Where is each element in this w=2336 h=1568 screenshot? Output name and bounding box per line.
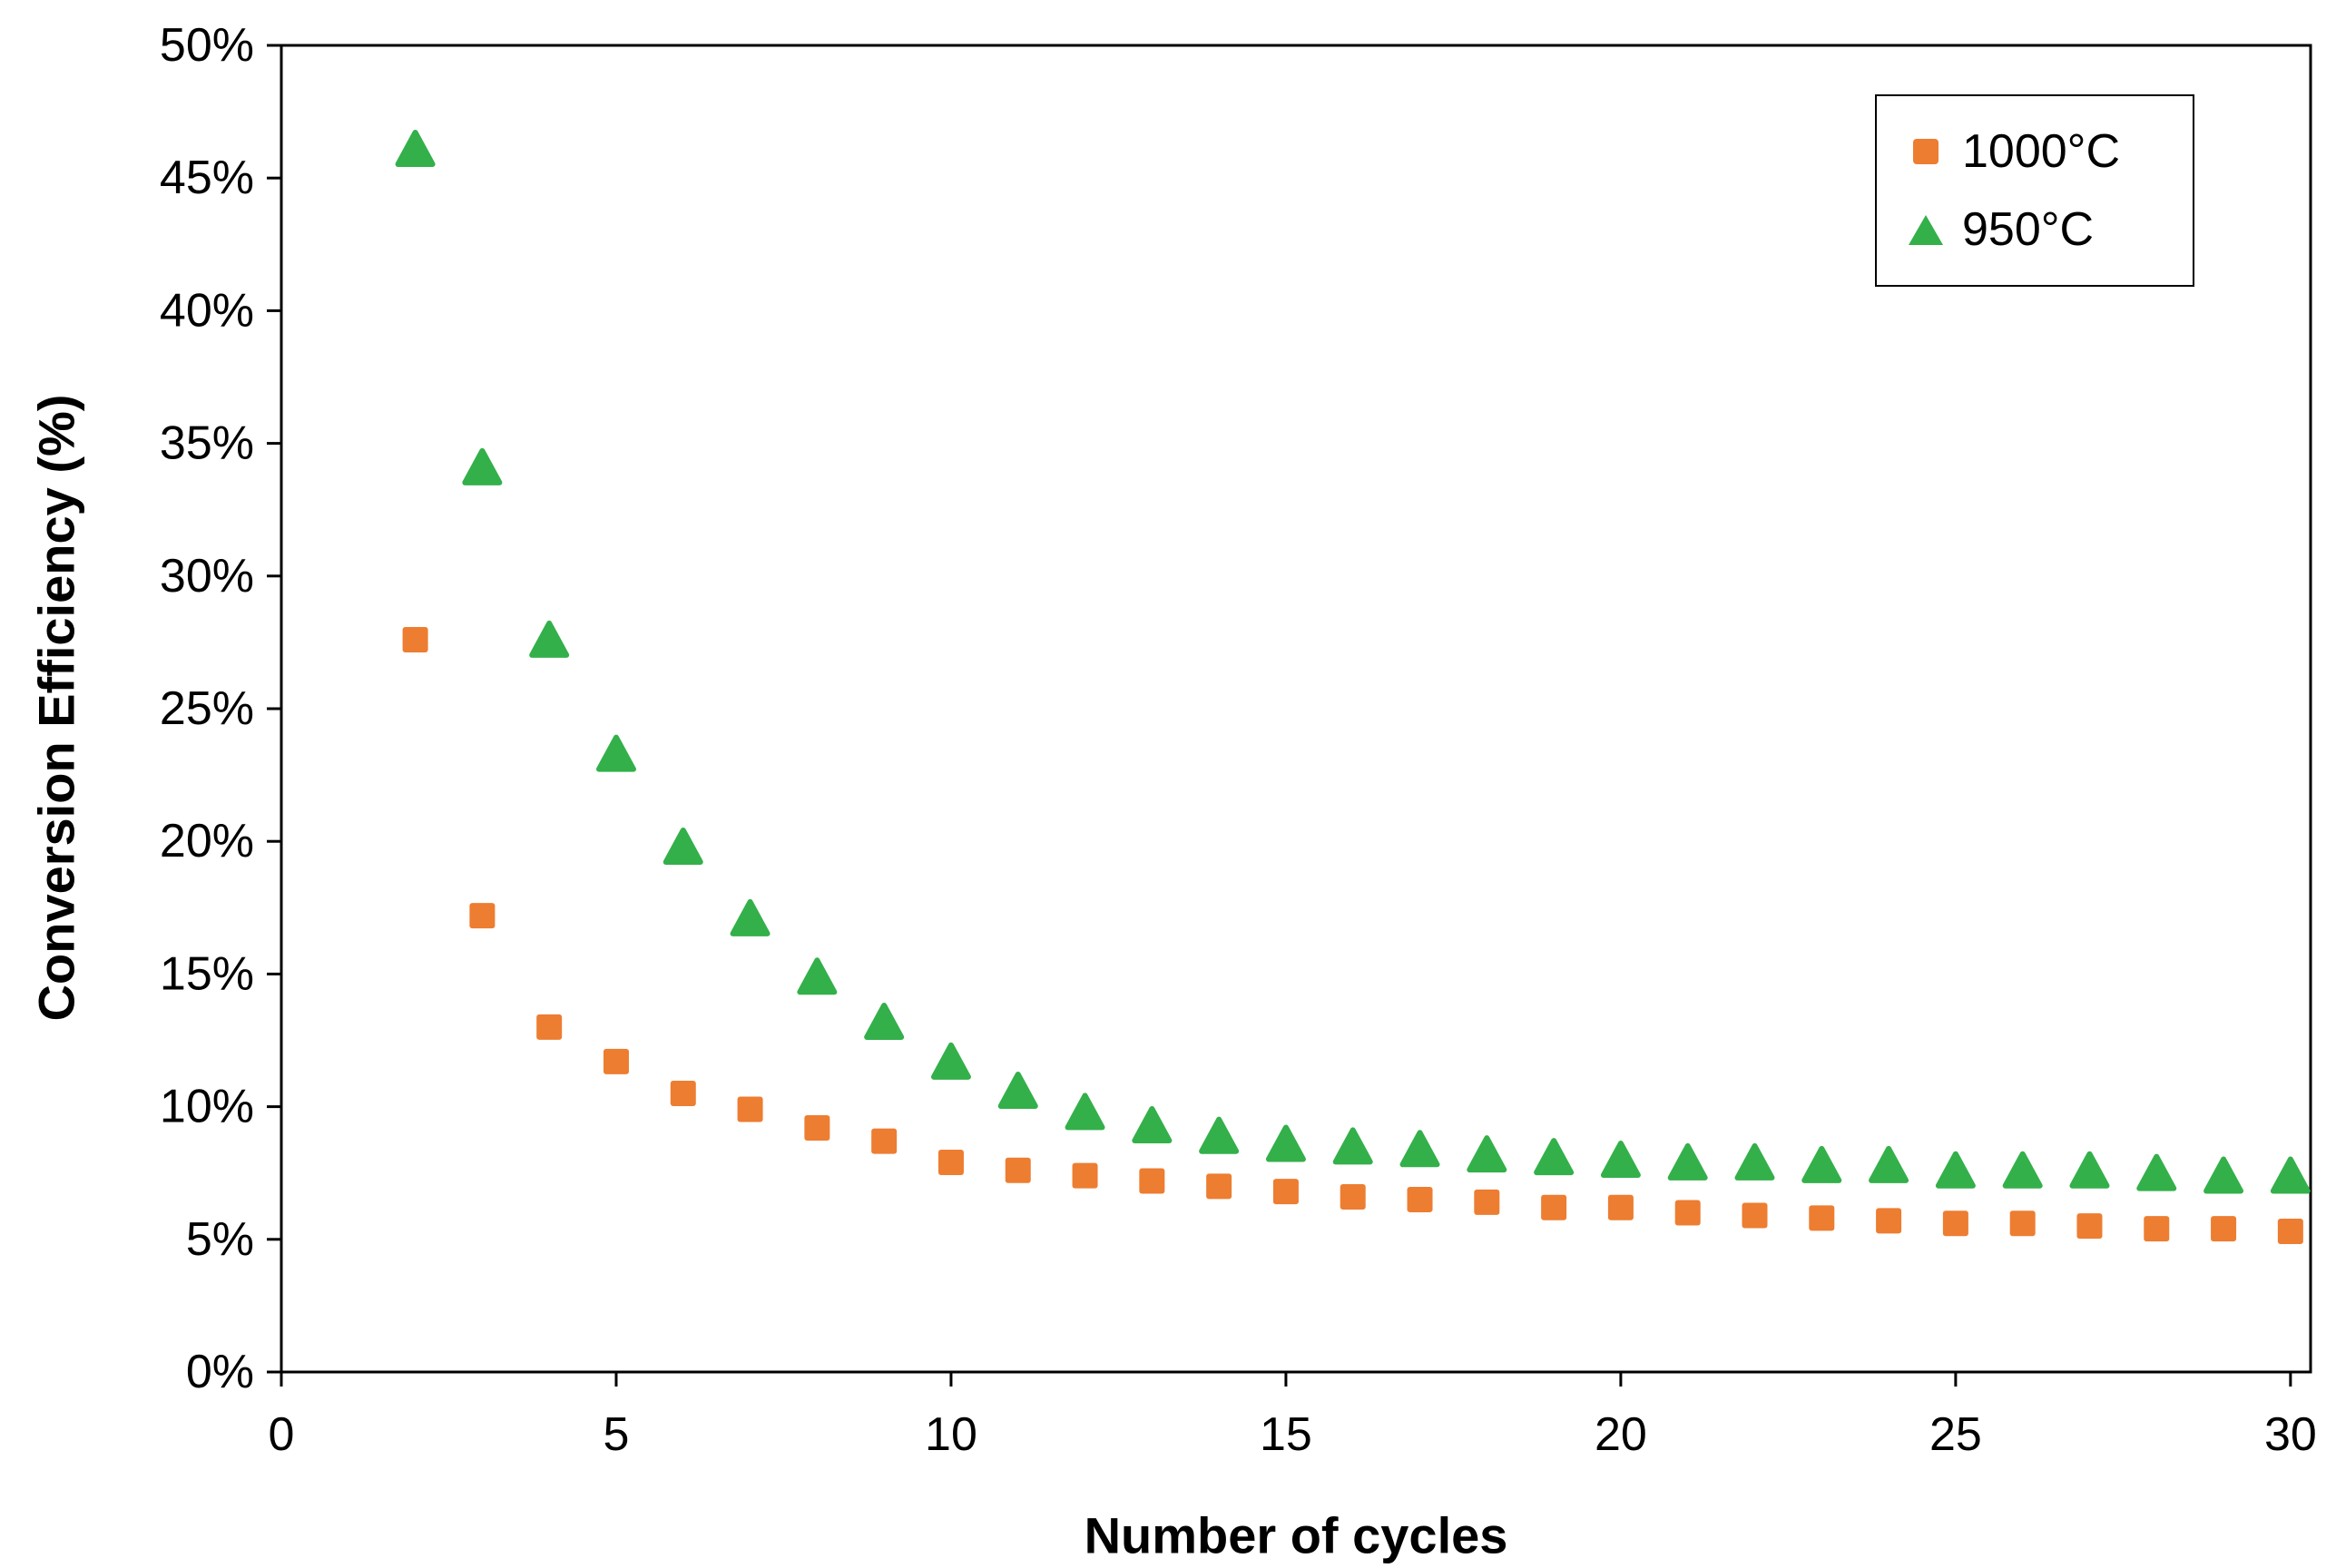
data-point <box>730 898 770 936</box>
data-point <box>937 1150 964 1176</box>
data-point <box>1340 1184 1366 1210</box>
data-point <box>737 1096 763 1122</box>
data-point <box>469 903 496 929</box>
data-point <box>1072 1162 1098 1189</box>
data-point <box>395 129 436 167</box>
data-point <box>1734 1142 1775 1181</box>
x-tick-label: 30 <box>2264 1408 2317 1461</box>
data-point <box>1467 1135 1507 1173</box>
data-point <box>1407 1186 1433 1212</box>
data-point <box>1005 1157 1031 1183</box>
legend: 1000°C 950°C <box>1875 94 2194 287</box>
data-point <box>804 1114 830 1141</box>
data-point <box>2211 1216 2237 1242</box>
legend-label: 1000°C <box>1962 125 2121 178</box>
y-axis-title: Conversion Efficiency (%) <box>27 394 85 1022</box>
x-tick-label: 15 <box>1260 1408 1312 1461</box>
legend-item-950c: 950°C <box>1909 191 2193 269</box>
data-point <box>1139 1168 1165 1194</box>
data-point <box>2076 1213 2103 1240</box>
y-tick-label: 0% <box>186 1346 254 1398</box>
x-tick-label: 25 <box>1929 1408 1982 1461</box>
triangle-marker-icon <box>1909 214 1943 245</box>
x-tick-label: 10 <box>925 1408 977 1461</box>
data-point <box>1541 1194 1567 1220</box>
data-point <box>1869 1145 1909 1183</box>
data-point <box>536 1014 563 1040</box>
y-tick-label: 25% <box>160 682 254 735</box>
y-tick-label: 50% <box>160 19 254 72</box>
data-point <box>529 620 570 658</box>
data-point <box>663 827 703 865</box>
data-point <box>1876 1208 1902 1234</box>
data-point <box>1667 1142 1708 1181</box>
square-marker-icon <box>1913 139 1938 164</box>
data-point <box>1199 1116 1240 1154</box>
data-point <box>797 957 838 995</box>
y-tick-label: 15% <box>160 947 254 1000</box>
x-tick-label: 5 <box>604 1408 630 1461</box>
x-axis-title: Number of cycles <box>1084 1506 1508 1564</box>
data-point <box>1600 1141 1641 1179</box>
data-point <box>1935 1151 1976 1189</box>
data-point <box>1272 1179 1299 1205</box>
data-point <box>1474 1189 1500 1215</box>
data-point <box>2136 1153 2177 1191</box>
data-point <box>930 1042 971 1080</box>
data-point <box>402 626 428 652</box>
x-tick-label: 20 <box>1595 1408 1647 1461</box>
data-point <box>1399 1130 1440 1168</box>
y-tick-label: 30% <box>160 550 254 603</box>
data-point <box>462 447 503 485</box>
data-point <box>2203 1156 2244 1194</box>
data-point <box>1132 1105 1173 1143</box>
data-point <box>2144 1216 2170 1242</box>
y-tick-label: 40% <box>160 284 254 337</box>
legend-label: 950°C <box>1962 203 2095 256</box>
data-point <box>595 734 636 772</box>
data-point <box>2069 1151 2110 1189</box>
data-point <box>670 1080 696 1106</box>
data-point <box>1674 1200 1701 1226</box>
data-point <box>1742 1202 1768 1229</box>
data-point <box>1265 1124 1306 1162</box>
data-point <box>1332 1127 1373 1165</box>
x-tick-label: 0 <box>269 1408 295 1461</box>
data-point <box>2270 1156 2311 1194</box>
data-point <box>1206 1173 1232 1200</box>
y-tick-label: 5% <box>186 1213 254 1266</box>
data-point <box>2002 1151 2043 1189</box>
data-point <box>1065 1093 1105 1131</box>
data-point <box>871 1128 898 1154</box>
y-tick-label: 35% <box>160 417 254 470</box>
data-point <box>864 1002 905 1040</box>
data-point <box>1809 1205 1835 1231</box>
data-point <box>2009 1210 2036 1237</box>
data-point <box>1534 1138 1575 1176</box>
data-point <box>1801 1145 1842 1183</box>
y-tick-label: 20% <box>160 815 254 867</box>
data-point <box>1942 1210 1968 1237</box>
y-tick-label: 45% <box>160 152 254 204</box>
legend-item-1000c: 1000°C <box>1913 113 2193 191</box>
data-point <box>997 1071 1038 1109</box>
data-point <box>1607 1194 1634 1220</box>
data-point <box>603 1048 629 1074</box>
data-point <box>2277 1219 2303 1245</box>
y-tick-label: 10% <box>160 1081 254 1133</box>
